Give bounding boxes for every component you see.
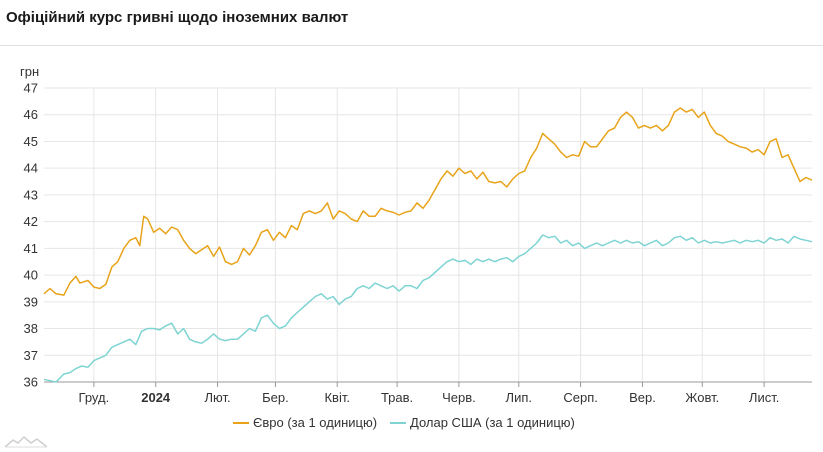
y-tick-label: 45 — [24, 134, 38, 149]
y-tick-label: 37 — [24, 348, 38, 363]
x-tick-label: Груд. — [79, 390, 110, 405]
y-tick-label: 36 — [24, 375, 38, 390]
y-tick-label: 39 — [24, 294, 38, 309]
x-tick-label: Вер. — [629, 390, 656, 405]
y-tick-label: 38 — [24, 321, 38, 336]
y-tick-label: 43 — [24, 187, 38, 202]
x-tick-label: Трав. — [381, 390, 413, 405]
y-tick-label: 44 — [24, 161, 38, 176]
series-line-1 — [43, 107, 813, 296]
y-axis-label: грн — [20, 64, 39, 79]
legend-item-1[interactable]: Євро (за 1 одиницю) — [233, 415, 377, 430]
divider — [0, 45, 823, 46]
legend-label: Євро (за 1 одиницю) — [253, 415, 377, 430]
x-tick-label: Серп. — [563, 390, 598, 405]
x-tick-label: Жовт. — [685, 390, 719, 405]
x-tick-label: Лют. — [204, 390, 230, 405]
chart-grid — [44, 87, 812, 383]
x-tick-label: 2024 — [141, 390, 171, 405]
y-tick-label: 41 — [24, 241, 38, 256]
chart-legend[interactable]: Євро (за 1 одиницю) Долар США (за 1 одини… — [233, 415, 575, 430]
x-tick-label: Черв. — [442, 390, 476, 405]
page-title: Офіційний курс гривні щодо іноземних вал… — [6, 9, 349, 26]
y-tick-label: 46 — [24, 107, 38, 122]
x-axis-ticks: Груд. 2024 Лют. Бер. Квіт. Трав. Черв. Лип. Серп… — [44, 381, 812, 405]
y-tick-label: 47 — [24, 81, 38, 96]
y-tick-label: 42 — [24, 214, 38, 229]
brand-logo-icon — [4, 435, 48, 448]
x-tick-label: Лип. — [506, 390, 532, 405]
x-tick-label: Лист. — [749, 390, 779, 405]
x-tick-label: Бер. — [262, 390, 289, 405]
series-line-2 — [43, 234, 813, 383]
legend-label: Долар США (за 1 одиницю) — [410, 415, 575, 430]
y-tick-label: 40 — [24, 268, 38, 283]
y-axis-ticks: 36 37 38 39 40 41 42 43 44 45 46 47 — [24, 81, 38, 390]
x-tick-label: Квіт. — [324, 390, 350, 405]
chart-lines — [43, 107, 813, 383]
legend-item-2[interactable]: Долар США (за 1 одиницю) — [390, 415, 575, 430]
